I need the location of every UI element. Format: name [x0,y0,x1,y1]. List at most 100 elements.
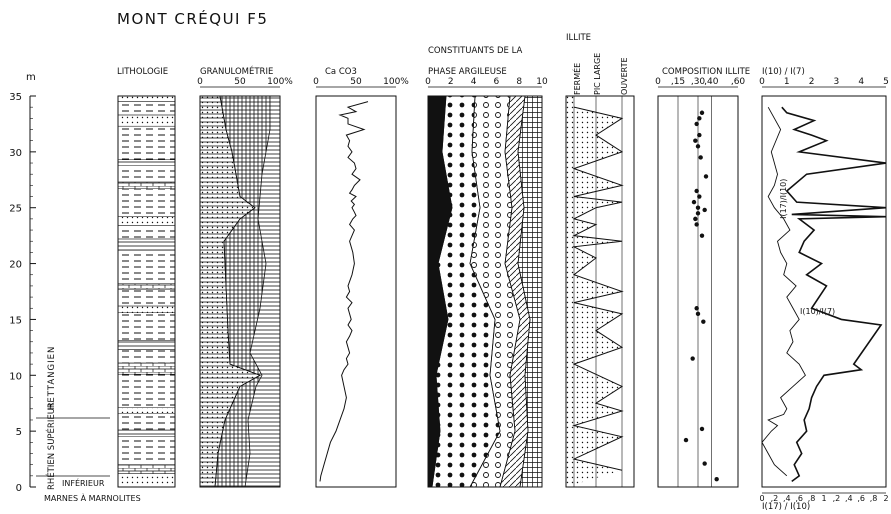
composition-point [703,174,709,179]
lithology-band [117,125,176,160]
depth-tick-label: 20 [9,260,22,271]
lithology-band [117,362,176,375]
argile-title-1: CONSTITUANTS DE LA [428,46,523,56]
ratio-bottom-tick-label: ,4 [783,494,791,503]
argile-tick-label: 6 [494,77,500,87]
ratio-top-tick-label: 3 [834,77,840,87]
lithology-band [117,238,176,251]
stage-marnes: MARNES À MARNOLITES [44,492,141,503]
ratio-line-i17-i10 [761,106,806,477]
illite-area [566,96,622,487]
depth-tick-label: 0 [16,483,22,494]
composition-point [698,155,703,160]
argile-tick-label: 4 [471,77,477,87]
lithology-band [117,436,176,465]
composition-point [699,426,705,432]
composition-frame [657,95,739,488]
caco3-title: Ca CO3 [325,67,357,77]
illite-title: ILLITE [566,33,591,43]
ratio-bottom-tick-label: ,2 [833,494,841,503]
composition-point [693,138,698,143]
lithology-band [117,349,176,364]
illite-label-ouverte: OUVERTE [620,57,629,95]
composition-point [694,121,699,127]
composition-point [693,216,698,222]
lithology-band [117,159,176,166]
lithology-band [117,340,176,350]
stage-hettangien: HETTANGIEN [47,346,57,410]
composition-title: COMPOSITION ILLITE [662,67,750,77]
composition-point [694,188,699,194]
lithology-band [117,413,176,431]
composition-point [699,233,705,238]
lithology-band [117,95,176,102]
ratio-bottom-tick-label: 2 [883,494,888,503]
ratio-frame [761,95,887,488]
ratio-top-tick-label: 4 [858,77,864,87]
stage-rhetien-superieur: RHÉTIEN SUPÉRIEUR [45,402,57,490]
lithology-band [117,407,176,414]
ratio-top-tick-label: 5 [883,77,889,87]
lithology-band [117,373,176,408]
argile-ticks: 0 2 4 6 8 10 [425,77,548,88]
depth-tick-label: 30 [9,148,22,159]
lithology-band [117,305,176,313]
argile-tick-label: 10 [536,77,548,87]
composition-tick-label: ,15 [671,77,685,87]
illite-label-pic-large: PIC LARGE [593,53,602,95]
ratio-label-b: I(17)/I(10) [779,179,788,219]
ratio-bottom-tick-label: 1 [821,494,826,503]
composition-point [702,207,707,213]
composition-tick-label: ,40 [704,77,719,87]
argile-tick-label: 0 [425,77,431,87]
caco3-line [319,101,369,482]
ratio-top-tick-label: 1 [784,77,790,87]
lithology-band [117,289,176,307]
composition-point [695,311,701,317]
depth-tick-label: 5 [16,427,22,438]
composition-tick-label: ,60 [731,77,746,87]
composition-point [695,144,701,149]
composition-point [697,194,702,199]
composition-ticks: 0 ,15 ,30,40 ,60 [655,77,746,88]
lithology-band [117,473,176,488]
caco3-frame [315,95,397,488]
composition-point [701,319,706,324]
lithology-frame [117,95,176,488]
ratio-bottom-tick-label: ,6 [857,494,865,503]
composition-point [697,116,702,121]
composition-point [694,222,699,227]
depth-unit-label: m [26,72,36,83]
composition-point [714,476,719,482]
lithology-band [117,249,176,284]
composition-tick-label: 0 [655,77,661,87]
granulo-tick-label: 50 [234,77,246,87]
ratio-title: I(10) / I(7) [762,67,805,77]
composition-point [702,461,707,466]
composition-point [695,211,701,216]
ratio-bottom-tick-label: ,4 [845,494,853,503]
caco3-ticks: 0 50 100% [313,77,409,88]
granulo-silt-area [214,95,271,488]
composition-point [697,132,702,138]
depth-tick-label: 10 [9,371,22,382]
illite-column [565,95,635,488]
depth-tick-label: 25 [9,204,22,215]
granulo-frame [199,95,281,488]
chart-title: MONT CRÉQUI F5 [117,9,268,28]
lithology-band [117,101,176,116]
illite-label-fermee: FERMÉE [571,63,582,95]
ratio-bottom-tick-label: ,6 [795,494,803,503]
ratio-bottom-tick-label: ,8 [870,494,878,503]
ratio-label-a: I(10)/I(7) [800,307,835,316]
lithology-band [117,181,176,189]
lithology-band [117,312,176,341]
lithologie-title: LITHOLOGIE [117,67,168,77]
composition-point [699,110,705,115]
ratio-line-i10-i7 [781,106,887,483]
granulo-tick-label: 100% [267,77,293,87]
argile-title-2: PHASE ARGILEUSE [428,67,507,77]
granulometrie-title: GRANULOMÉTRIE [200,65,273,77]
ratio-bottom-tick-label: ,8 [808,494,816,503]
